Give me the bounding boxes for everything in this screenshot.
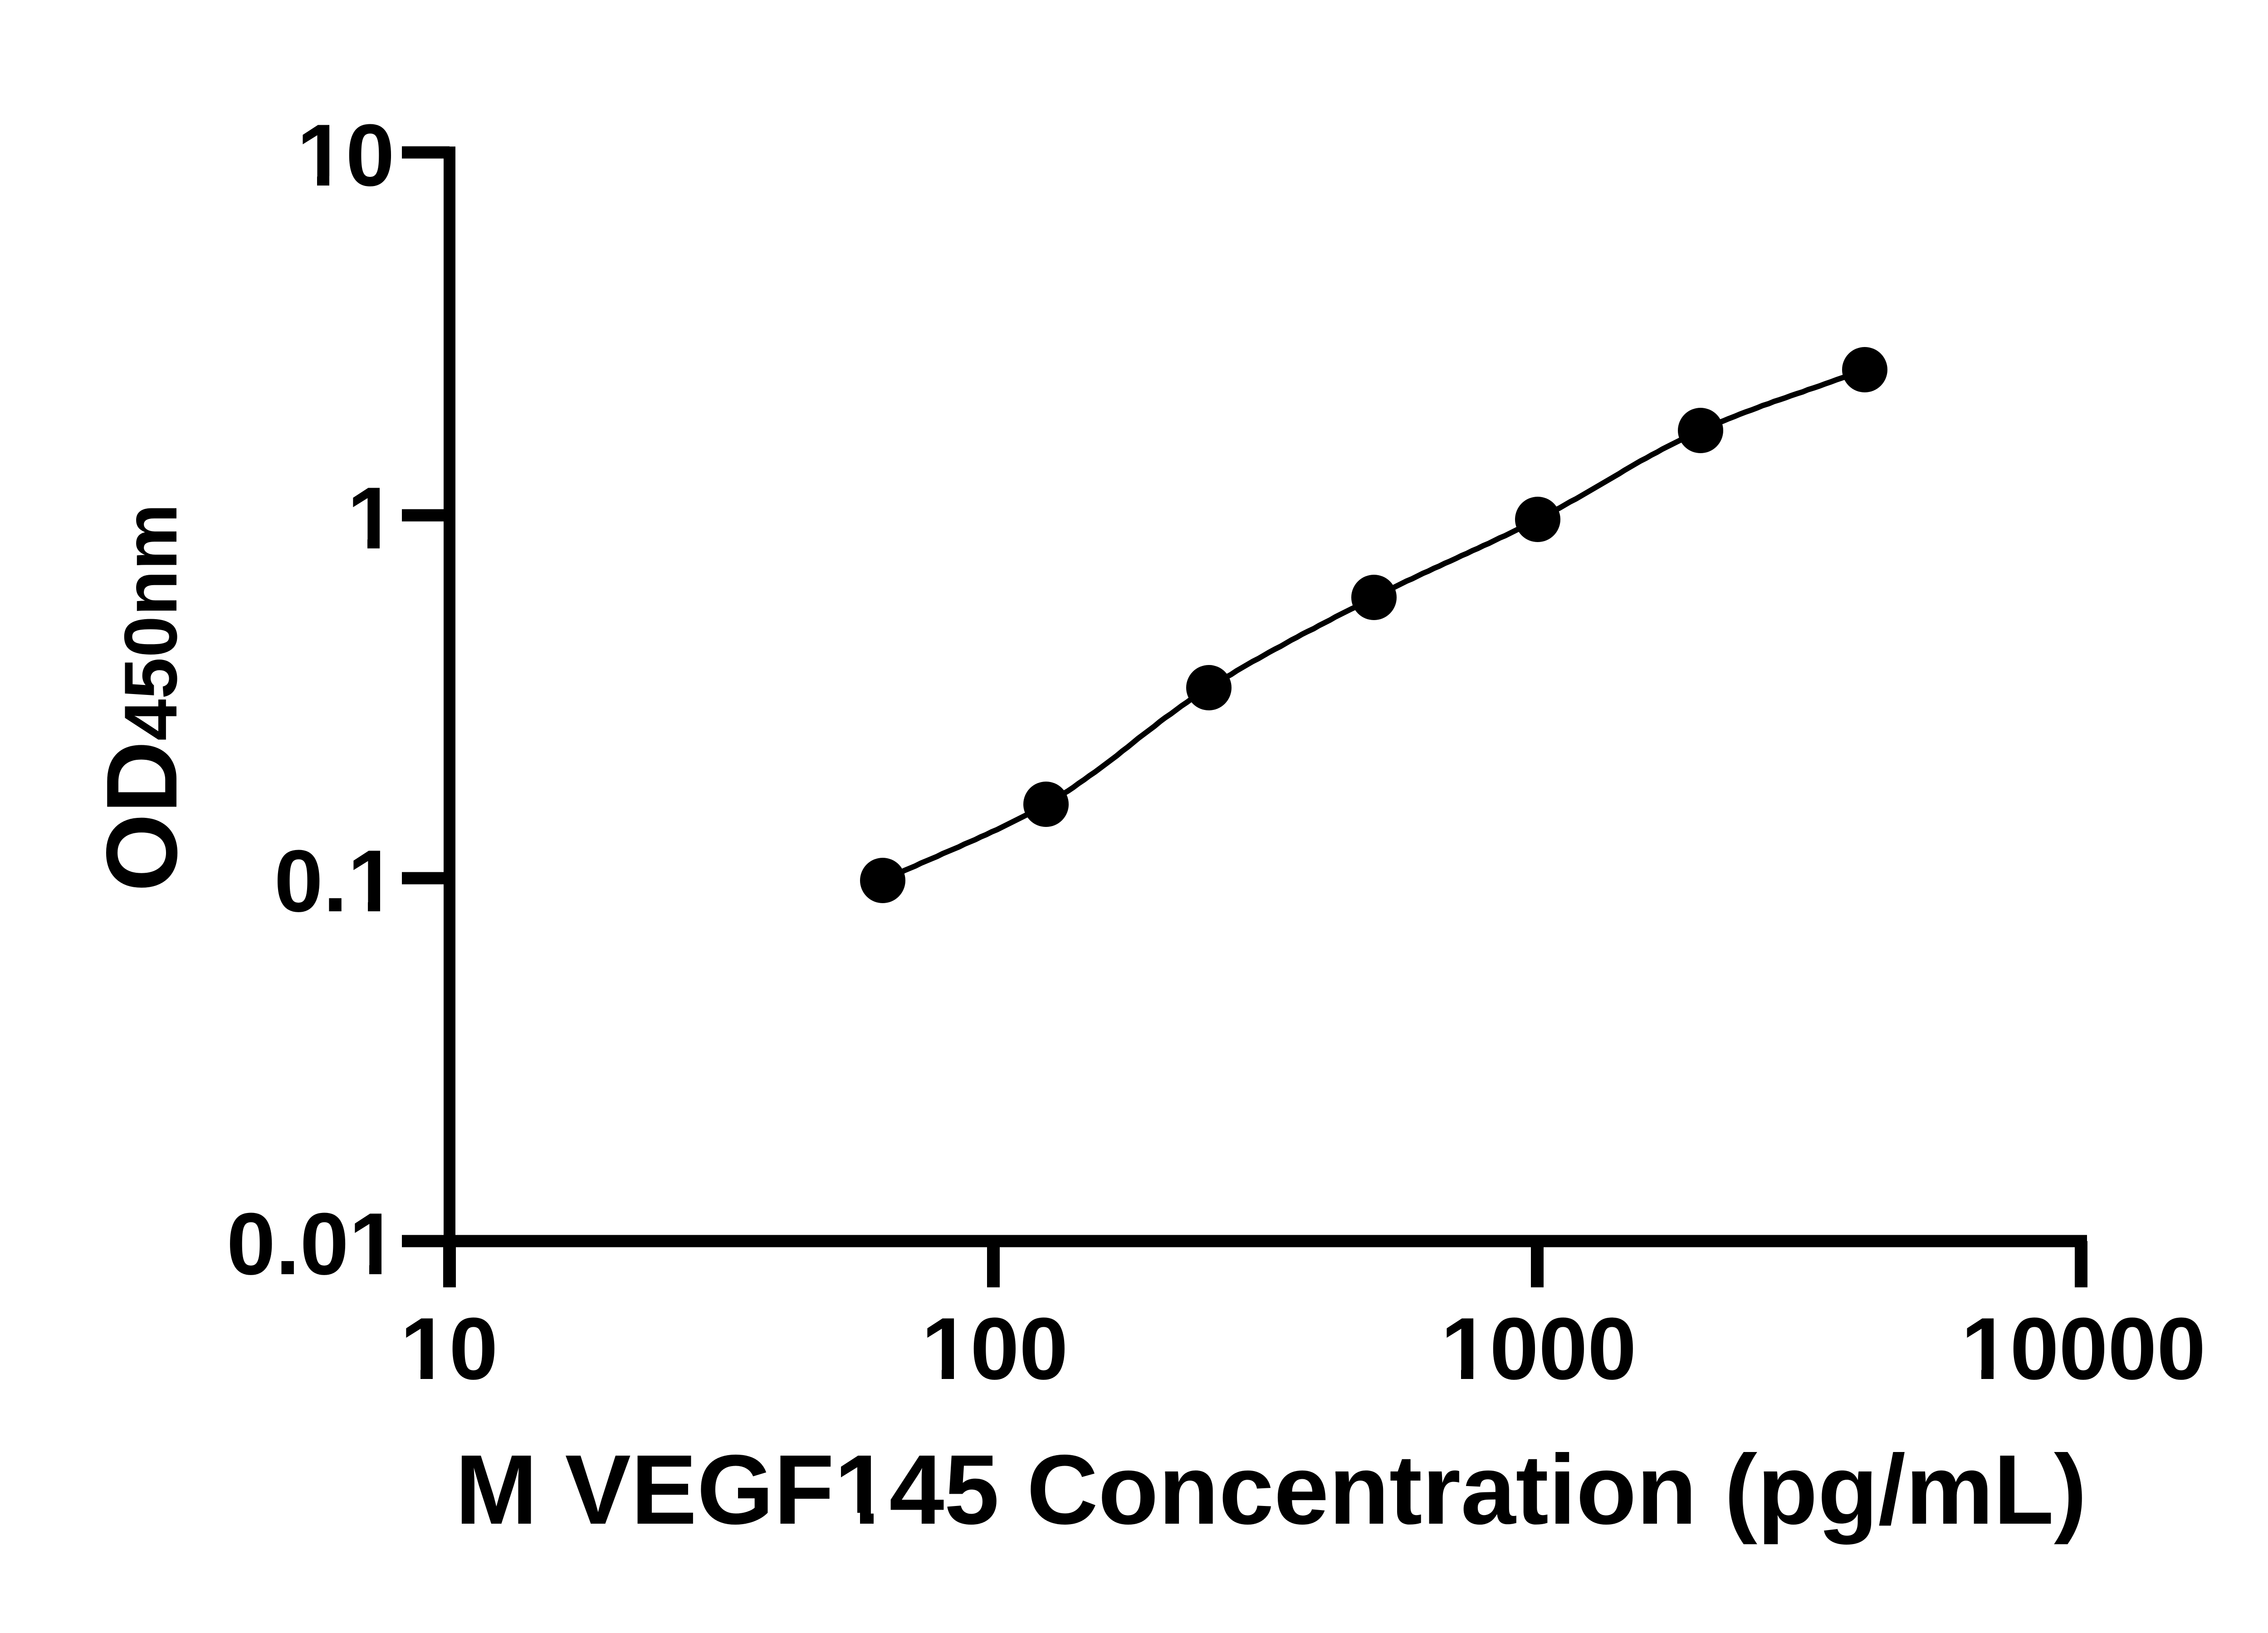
svg-text:100: 100: [921, 1300, 1068, 1398]
svg-text:0.01: 0.01: [226, 1195, 398, 1293]
svg-text:1: 1: [347, 469, 396, 567]
svg-text:0.1: 0.1: [274, 832, 396, 930]
svg-text:1000: 1000: [1441, 1300, 1637, 1398]
svg-text:10: 10: [400, 1300, 498, 1398]
svg-text:10000: 10000: [1961, 1300, 2205, 1398]
svg-text:10: 10: [297, 106, 395, 205]
svg-text:M VEGF145 Concentration (pg/mL: M VEGF145 Concentration (pg/mL): [455, 1435, 2087, 1545]
